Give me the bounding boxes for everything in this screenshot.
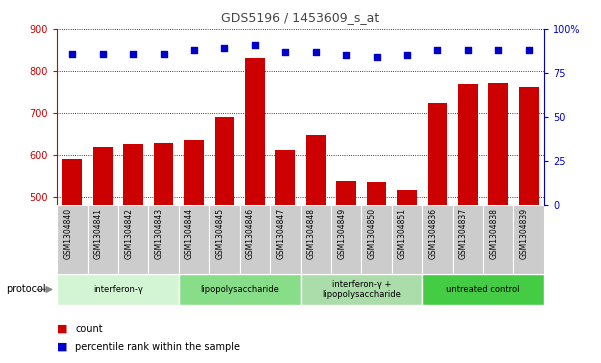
Bar [392, 205, 422, 274]
Text: GSM1304842: GSM1304842 [124, 208, 133, 259]
Bar [88, 205, 118, 274]
Point [159, 51, 168, 57]
Text: GSM1304846: GSM1304846 [246, 208, 255, 259]
Text: GDS5196 / 1453609_s_at: GDS5196 / 1453609_s_at [221, 11, 380, 24]
Text: protocol: protocol [6, 285, 46, 294]
Bar [118, 205, 148, 274]
Bar [179, 205, 209, 274]
Bar [513, 205, 544, 274]
Bar [331, 205, 361, 274]
Text: ■: ■ [57, 323, 67, 334]
Text: GSM1304851: GSM1304851 [398, 208, 407, 259]
Point [402, 53, 412, 58]
Text: GSM1304837: GSM1304837 [459, 208, 468, 259]
Text: GSM1304840: GSM1304840 [63, 208, 72, 259]
Bar [458, 83, 478, 205]
Bar [184, 140, 204, 205]
Bar [427, 103, 447, 205]
Text: GSM1304841: GSM1304841 [94, 208, 103, 259]
Text: GSM1304845: GSM1304845 [215, 208, 224, 259]
Point [129, 51, 138, 57]
Text: GSM1304836: GSM1304836 [429, 208, 438, 259]
Bar [215, 117, 234, 205]
Point [524, 47, 534, 53]
Text: interferon-γ +
lipopolysaccharide: interferon-γ + lipopolysaccharide [322, 280, 401, 299]
Point [250, 42, 260, 48]
Bar [422, 274, 544, 305]
Point [189, 47, 199, 53]
Bar [57, 205, 88, 274]
Bar [245, 58, 265, 205]
Point [433, 47, 442, 53]
Bar [397, 190, 417, 205]
Text: GSM1304848: GSM1304848 [307, 208, 316, 259]
Bar [154, 143, 174, 205]
Text: count: count [75, 323, 103, 334]
Point [98, 51, 108, 57]
Bar [489, 83, 508, 205]
Bar [483, 205, 513, 274]
Bar [240, 205, 270, 274]
Point [67, 51, 77, 57]
Bar [361, 205, 392, 274]
Text: GSM1304847: GSM1304847 [276, 208, 285, 259]
Bar [275, 150, 295, 205]
Text: untreated control: untreated control [447, 285, 520, 294]
Text: GSM1304838: GSM1304838 [489, 208, 498, 259]
Bar [300, 274, 422, 305]
Bar [209, 205, 240, 274]
Point [463, 47, 472, 53]
Bar [63, 159, 82, 205]
Bar [270, 205, 300, 274]
Text: GSM1304839: GSM1304839 [520, 208, 529, 259]
Text: lipopolysaccharide: lipopolysaccharide [200, 285, 279, 294]
Bar [123, 144, 143, 205]
Point [311, 49, 320, 55]
Point [493, 47, 503, 53]
Bar [367, 183, 386, 205]
Text: percentile rank within the sample: percentile rank within the sample [75, 342, 240, 352]
Bar [336, 181, 356, 205]
Bar [300, 205, 331, 274]
Bar [453, 205, 483, 274]
Point [341, 53, 351, 58]
Point [219, 45, 229, 51]
Bar [519, 87, 538, 205]
Bar [148, 205, 179, 274]
Bar [179, 274, 300, 305]
Text: GSM1304850: GSM1304850 [368, 208, 377, 259]
Point [281, 49, 290, 55]
Text: GSM1304843: GSM1304843 [154, 208, 163, 259]
Bar [93, 147, 112, 205]
Point [372, 54, 382, 60]
Text: interferon-γ: interferon-γ [93, 285, 143, 294]
Text: ■: ■ [57, 342, 67, 352]
Bar [57, 274, 179, 305]
Bar [422, 205, 453, 274]
Text: GSM1304844: GSM1304844 [185, 208, 194, 259]
Bar [306, 135, 326, 205]
Text: GSM1304849: GSM1304849 [337, 208, 346, 259]
